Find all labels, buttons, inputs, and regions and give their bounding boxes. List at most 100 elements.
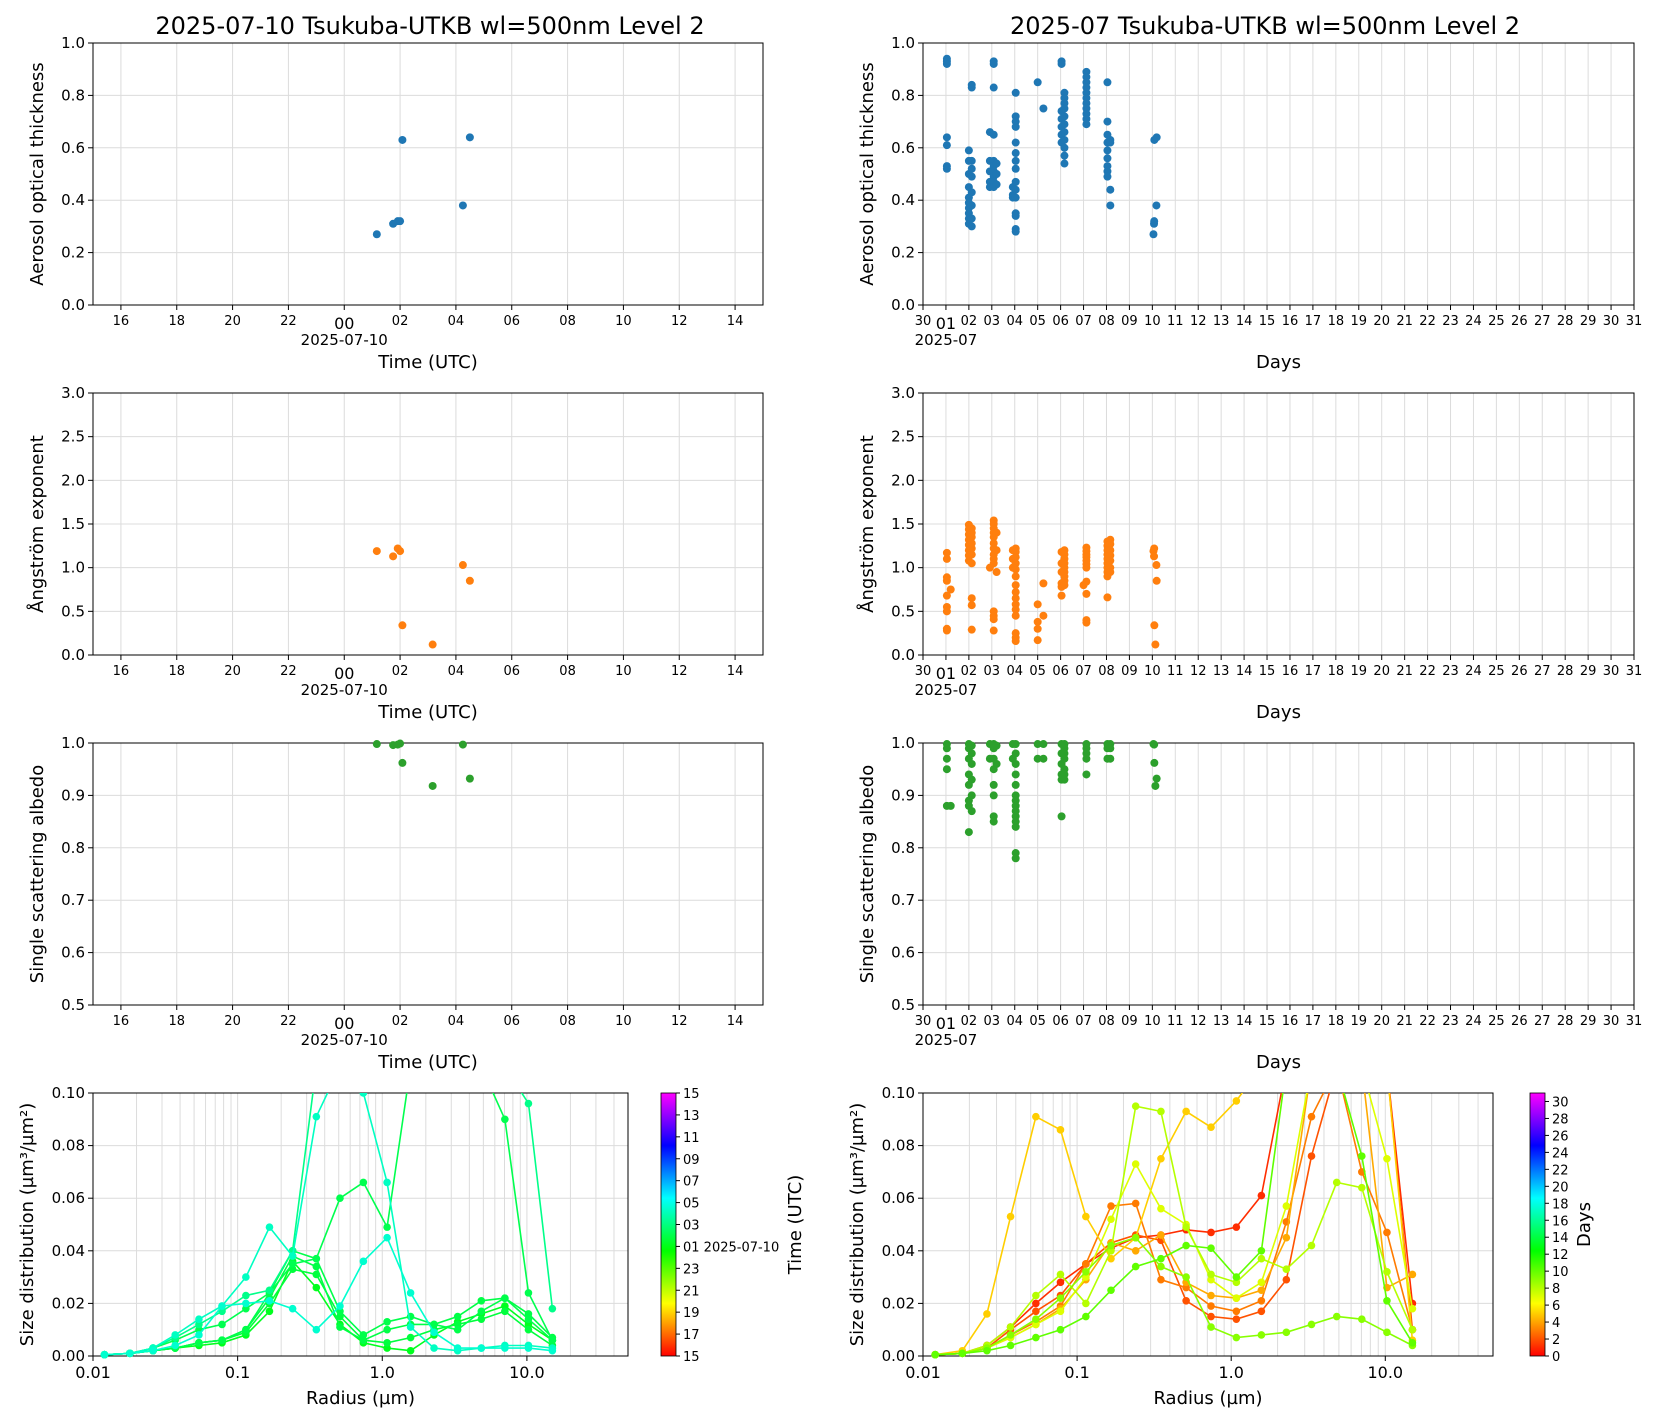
- x-tick-label: 0.01: [905, 1363, 941, 1382]
- data-point: [1033, 636, 1042, 645]
- series-point: [195, 1331, 203, 1339]
- data-point: [964, 146, 973, 155]
- data-point: [398, 621, 407, 630]
- aot-month-panel: 0.0 0.2 0.4 0.6 0.8 1.0 30 01 02 03 04 05 06 07 08 09 10…: [857, 34, 1642, 373]
- data-point: [1033, 617, 1042, 626]
- data-point: [1082, 589, 1091, 598]
- y-tick-label: 0.8: [61, 839, 85, 857]
- colorbar-tick-label: 24: [1552, 1146, 1569, 1161]
- colorbar-bar: [1529, 1092, 1546, 1357]
- x-tick-label: 15: [1259, 1014, 1276, 1029]
- x-axis-label: Radius (µm): [1153, 1388, 1262, 1409]
- data-point: [1082, 770, 1091, 779]
- data-point: [1106, 744, 1115, 753]
- data-point: [1011, 211, 1020, 220]
- x-tick-label: 22: [1419, 314, 1436, 329]
- data-point: [1060, 112, 1069, 121]
- ssa-month-panel: 0.5 0.6 0.7 0.8 0.9 1.0 30 01 02 03 04 05 06 07 08 09 10…: [857, 734, 1642, 1073]
- data-point: [967, 164, 976, 173]
- series-point: [1131, 1199, 1140, 1208]
- series-line: [104, 1236, 553, 1356]
- series-point: [336, 1307, 344, 1316]
- data-point: [1011, 122, 1020, 131]
- x-tick-label: 30: [1603, 314, 1620, 329]
- data-point: [989, 83, 998, 92]
- data-points: [942, 516, 1161, 649]
- data-point: [458, 201, 467, 210]
- series-point: [218, 1302, 226, 1310]
- series-group: [100, 1093, 557, 1359]
- series-point: [524, 1289, 533, 1297]
- series-point: [1282, 1202, 1291, 1210]
- y-axis-label: Single scattering albedo: [27, 765, 48, 983]
- data-point: [396, 739, 405, 748]
- angstrom-day-panel: 0.0 0.5 1.0 1.5 2.0 2.5 3.0 16 18 20 22 00 02 04 06 08 1…: [26, 384, 764, 723]
- data-point: [1060, 581, 1069, 590]
- data-point: [967, 201, 976, 210]
- data-point: [372, 547, 381, 556]
- data-point: [967, 749, 976, 758]
- series-point: [524, 1320, 533, 1329]
- series-point: [1232, 1278, 1241, 1287]
- x-tick-label: 30: [915, 1014, 932, 1029]
- data-point: [396, 547, 405, 556]
- x-tick-label: 21: [1396, 1014, 1413, 1029]
- series-point: [1182, 1107, 1190, 1116]
- y-tick-label: 0.6: [891, 139, 915, 157]
- x-tick-label: 08: [1098, 664, 1115, 679]
- data-point: [1103, 117, 1112, 126]
- series-point: [1006, 1341, 1015, 1350]
- data-point: [1152, 576, 1161, 585]
- x-tick-label: 08: [559, 314, 576, 329]
- data-point: [398, 135, 407, 144]
- data-point: [1150, 552, 1159, 561]
- series-point: [1082, 1312, 1090, 1321]
- series-point: [406, 1333, 415, 1342]
- series-point: [1383, 1328, 1391, 1337]
- series-point: [1182, 1296, 1190, 1305]
- data-point: [967, 807, 976, 816]
- data-point: [1082, 563, 1091, 572]
- x-axis-label: Days: [1256, 352, 1301, 373]
- data-point: [1082, 120, 1091, 129]
- y-axis-label: Ångström exponent: [856, 435, 878, 613]
- series-point: [524, 1325, 533, 1334]
- data-point: [992, 759, 1001, 768]
- y-tick-label: 0.0: [891, 646, 915, 664]
- series-point: [288, 1252, 297, 1260]
- x-tick-label: 10: [615, 664, 632, 679]
- x-tick-label: 0.1: [1064, 1363, 1089, 1382]
- data-point: [389, 552, 398, 561]
- data-point: [967, 156, 976, 165]
- series-point: [1232, 1273, 1241, 1281]
- x-tick-label: 04: [1006, 664, 1023, 679]
- plot-frame: [922, 42, 1635, 306]
- x-tick-label: 14: [1236, 314, 1253, 329]
- data-point: [1011, 611, 1020, 620]
- series-point: [1383, 1063, 1391, 1071]
- x-tick-label: 12: [1190, 314, 1207, 329]
- colorbar-bar: [660, 1092, 677, 1357]
- series-point: [1032, 1299, 1040, 1308]
- series-line: [104, 1093, 553, 1356]
- series-point: [1257, 1254, 1266, 1263]
- series-point: [383, 1318, 391, 1326]
- x-tick-label: 15: [1259, 314, 1276, 329]
- series-point: [1282, 1275, 1291, 1284]
- series-point: [1408, 1270, 1417, 1279]
- x-tick-label: 05: [1029, 1014, 1046, 1029]
- series-point: [149, 1346, 157, 1355]
- x-tick-label: 10: [615, 314, 632, 329]
- x-tick-label: 06: [1052, 1014, 1069, 1029]
- x-tick-label: 14: [727, 1014, 744, 1029]
- series-point: [548, 1336, 557, 1345]
- series-point: [1358, 1152, 1366, 1160]
- series-point: [1207, 1275, 1215, 1284]
- x-tick-label: 06: [503, 314, 520, 329]
- data-point: [1011, 854, 1020, 863]
- x-tick-label: 29: [1580, 314, 1597, 329]
- x-tick-label: 10: [1144, 1014, 1161, 1029]
- x-tick-label: 28: [1557, 1014, 1574, 1029]
- plot-frame: [92, 1092, 629, 1357]
- series-point: [1282, 1233, 1291, 1242]
